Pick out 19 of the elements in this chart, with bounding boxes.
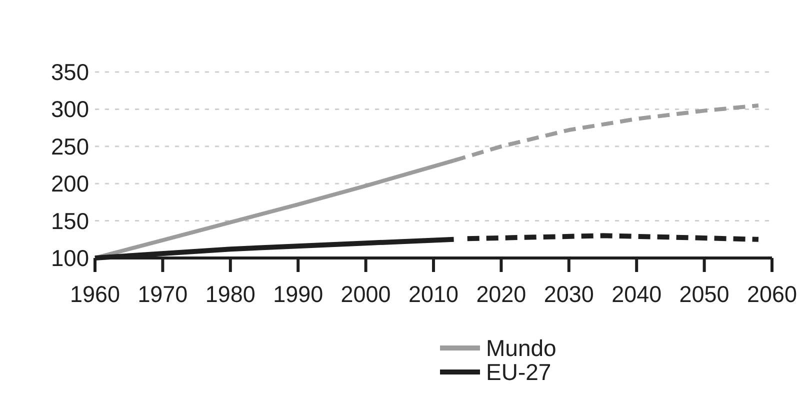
y-tick-label: 350 bbox=[51, 59, 90, 85]
x-tick-label: 1980 bbox=[205, 281, 257, 307]
legend-label: Mundo bbox=[486, 335, 556, 361]
x-tick-label: 2030 bbox=[544, 281, 596, 307]
x-tick-label: 1970 bbox=[138, 281, 189, 307]
y-tick-label: 150 bbox=[51, 208, 90, 234]
x-tick-label: 2000 bbox=[340, 281, 392, 307]
y-tick-label: 200 bbox=[51, 170, 90, 197]
x-tick-label: 1990 bbox=[273, 281, 324, 307]
legend-label: EU-27 bbox=[486, 359, 552, 385]
y-tick-label: 300 bbox=[51, 96, 90, 122]
x-tick-label: 2060 bbox=[747, 281, 798, 307]
x-tick-label: 2020 bbox=[476, 281, 528, 307]
x-tick-label: 1960 bbox=[70, 281, 122, 307]
y-tick-label: 250 bbox=[51, 133, 90, 160]
y-tick-label: 100 bbox=[51, 245, 90, 271]
x-tick-label: 2010 bbox=[408, 281, 460, 307]
x-tick-label: 2040 bbox=[612, 281, 663, 307]
x-tick-label: 2050 bbox=[679, 281, 730, 307]
